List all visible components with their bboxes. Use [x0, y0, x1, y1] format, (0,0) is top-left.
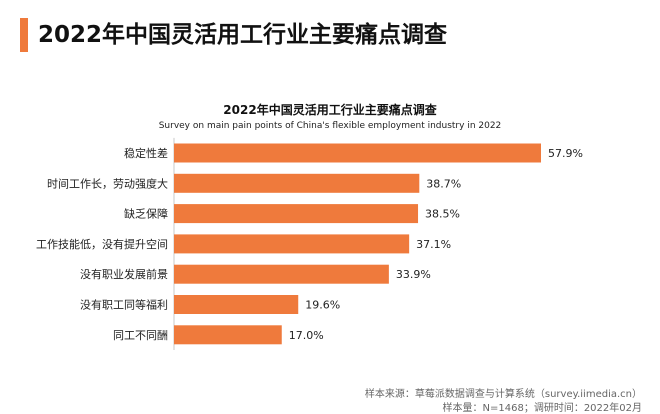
- value-label: 33.9%: [396, 268, 431, 281]
- page-title: 2022年中国灵活用工行业主要痛点调查: [38, 22, 448, 48]
- value-label: 17.0%: [289, 329, 324, 342]
- bar: [174, 264, 389, 284]
- category-label: 没有职业发展前景: [80, 267, 168, 281]
- bar: [174, 325, 282, 345]
- category-label: 时间工作长，劳动强度大: [47, 176, 168, 190]
- category-label: 没有职工同等福利: [80, 298, 168, 312]
- value-label: 38.5%: [425, 208, 460, 221]
- bar: [174, 143, 541, 163]
- bar: [174, 234, 410, 254]
- bar: [174, 295, 299, 314]
- category-label: 同工不同酬: [113, 329, 168, 342]
- value-label: 38.7%: [426, 177, 461, 190]
- chart-subtitle: Survey on main pain points of China's fl…: [158, 121, 502, 131]
- title-accent-bar: [20, 18, 28, 52]
- source-note: 样本来源：草莓派数据调查与计算系统（survey.iimedia.cn）: [364, 389, 642, 400]
- category-label: 工作技能低，没有提升空间: [36, 237, 168, 251]
- value-label: 57.9%: [548, 147, 583, 160]
- value-label: 37.1%: [416, 238, 451, 251]
- sample-note: 样本量：N=1468；调研时间：2022年02月: [442, 403, 642, 414]
- category-label: 稳定性差: [124, 146, 168, 160]
- category-label: 缺乏保障: [124, 207, 168, 221]
- chart-title: 2022年中国灵活用工行业主要痛点调查: [223, 103, 437, 117]
- value-label: 19.6%: [305, 299, 340, 312]
- bar: [174, 173, 420, 193]
- bar: [174, 204, 419, 224]
